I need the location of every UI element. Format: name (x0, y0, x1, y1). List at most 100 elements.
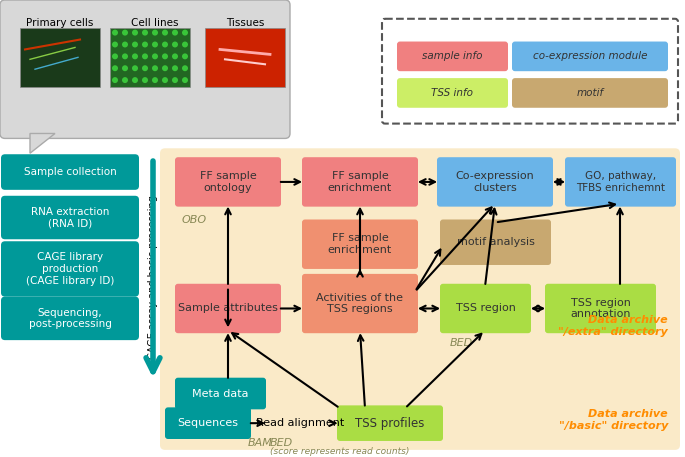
Text: CAGE library
production
(CAGE library ID): CAGE library production (CAGE library ID… (26, 252, 114, 286)
Circle shape (172, 77, 178, 83)
Circle shape (122, 42, 128, 48)
Circle shape (162, 42, 168, 48)
Circle shape (132, 42, 138, 48)
Text: motif: motif (577, 88, 603, 98)
FancyBboxPatch shape (175, 377, 266, 409)
Text: CAGE assay and basic processing: CAGE assay and basic processing (148, 195, 158, 359)
Text: Sequencing,
post-processing: Sequencing, post-processing (29, 308, 112, 329)
Circle shape (172, 30, 178, 36)
Circle shape (152, 30, 158, 36)
Bar (20, 28, 100, 87)
FancyBboxPatch shape (1, 196, 139, 239)
Text: TSS region: TSS region (456, 303, 515, 314)
Text: BAM: BAM (248, 438, 273, 448)
Circle shape (112, 53, 118, 59)
Circle shape (162, 30, 168, 36)
Text: FF sample
enrichment: FF sample enrichment (328, 171, 392, 193)
FancyBboxPatch shape (165, 407, 251, 439)
Text: Primary cells: Primary cells (26, 18, 94, 28)
Circle shape (162, 53, 168, 59)
Circle shape (112, 30, 118, 36)
FancyBboxPatch shape (397, 42, 508, 71)
Text: Sample collection: Sample collection (23, 167, 116, 177)
Circle shape (122, 53, 128, 59)
FancyBboxPatch shape (0, 0, 290, 138)
FancyBboxPatch shape (175, 284, 281, 333)
Text: FF sample
ontology: FF sample ontology (199, 171, 256, 193)
Circle shape (182, 30, 188, 36)
FancyBboxPatch shape (437, 157, 553, 207)
Text: Sample attributes: Sample attributes (178, 303, 278, 314)
Circle shape (152, 65, 158, 71)
Text: FF sample
enrichment: FF sample enrichment (328, 234, 392, 255)
FancyBboxPatch shape (440, 284, 531, 333)
FancyBboxPatch shape (545, 284, 656, 333)
Circle shape (142, 77, 148, 83)
Text: Sequences: Sequences (177, 418, 238, 428)
FancyBboxPatch shape (512, 42, 668, 71)
FancyBboxPatch shape (512, 78, 668, 108)
Text: Cell lines: Cell lines (132, 18, 179, 28)
FancyBboxPatch shape (1, 241, 139, 297)
Circle shape (132, 77, 138, 83)
Text: BED: BED (450, 338, 473, 348)
Circle shape (162, 77, 168, 83)
Text: motif analysis: motif analysis (457, 237, 534, 247)
FancyBboxPatch shape (1, 297, 139, 340)
FancyBboxPatch shape (565, 157, 676, 207)
Circle shape (142, 30, 148, 36)
FancyBboxPatch shape (397, 78, 508, 108)
Text: Tissues: Tissues (226, 18, 264, 28)
Text: Activities of the
TSS regions: Activities of the TSS regions (316, 293, 403, 314)
Circle shape (132, 30, 138, 36)
Polygon shape (30, 133, 55, 153)
Text: sample info: sample info (422, 51, 483, 61)
Text: Co-expression
clusters: Co-expression clusters (456, 171, 534, 193)
Text: co-expression module: co-expression module (533, 51, 647, 61)
Circle shape (122, 65, 128, 71)
Text: TSS profiles: TSS profiles (356, 417, 425, 430)
Circle shape (182, 53, 188, 59)
FancyBboxPatch shape (160, 149, 680, 400)
FancyBboxPatch shape (175, 157, 281, 207)
Text: Meta data: Meta data (192, 388, 249, 399)
Circle shape (162, 65, 168, 71)
FancyBboxPatch shape (160, 366, 680, 450)
FancyBboxPatch shape (302, 274, 418, 333)
Circle shape (122, 77, 128, 83)
Text: Data archive
"/extra" directory: Data archive "/extra" directory (558, 315, 668, 337)
Circle shape (112, 65, 118, 71)
FancyBboxPatch shape (302, 219, 418, 269)
Circle shape (112, 77, 118, 83)
Circle shape (152, 77, 158, 83)
Text: TSS region
annotation: TSS region annotation (570, 298, 631, 319)
Text: GO, pathway,
TFBS enrichemnt: GO, pathway, TFBS enrichemnt (576, 171, 665, 193)
Circle shape (152, 53, 158, 59)
Circle shape (182, 77, 188, 83)
Circle shape (132, 65, 138, 71)
FancyBboxPatch shape (302, 157, 418, 207)
Text: BED: BED (270, 438, 293, 448)
Circle shape (182, 65, 188, 71)
FancyBboxPatch shape (1, 154, 139, 190)
Bar (110, 28, 190, 87)
FancyBboxPatch shape (337, 405, 443, 441)
Bar (205, 28, 285, 87)
Circle shape (152, 42, 158, 48)
Circle shape (172, 42, 178, 48)
FancyBboxPatch shape (440, 219, 551, 265)
Text: Data archive
"/basic" directory: Data archive "/basic" directory (559, 409, 668, 431)
Circle shape (172, 65, 178, 71)
Circle shape (142, 53, 148, 59)
Circle shape (182, 42, 188, 48)
Text: Read alignment: Read alignment (256, 418, 344, 428)
Circle shape (142, 42, 148, 48)
FancyBboxPatch shape (382, 19, 678, 123)
Text: RNA extraction
(RNA ID): RNA extraction (RNA ID) (31, 207, 109, 228)
Circle shape (142, 65, 148, 71)
Text: OBO: OBO (182, 214, 207, 224)
Circle shape (112, 42, 118, 48)
Circle shape (172, 53, 178, 59)
Text: TSS info: TSS info (432, 88, 473, 98)
Text: (score represents read counts): (score represents read counts) (270, 447, 410, 456)
